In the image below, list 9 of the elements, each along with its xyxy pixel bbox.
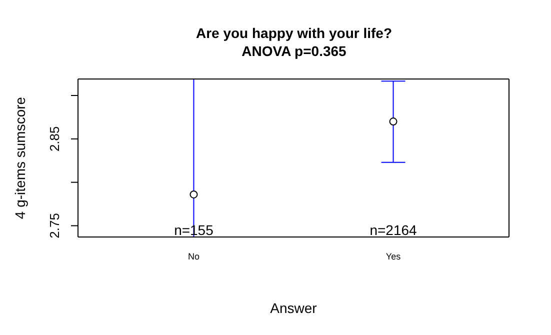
y-axis-title: 4 g-items sumscore xyxy=(12,96,28,220)
annotation: n=2164 xyxy=(370,222,418,238)
x-tick-label: No xyxy=(188,251,200,262)
y-tick-label: 2.75 xyxy=(47,213,62,238)
x-tick-label: Yes xyxy=(386,251,402,262)
x-axis-title: Answer xyxy=(270,300,318,316)
y-tick-label: 2.85 xyxy=(47,126,62,152)
chart-title: Are you happy with your life? xyxy=(194,24,394,42)
chart-subtitle: ANOVA p=0.365 xyxy=(240,42,348,60)
